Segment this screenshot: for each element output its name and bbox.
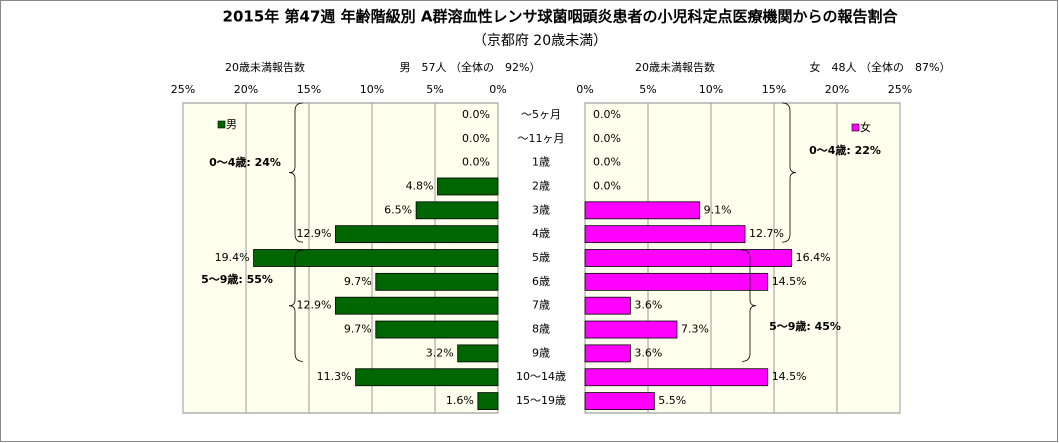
category-label: 15～19歳: [516, 394, 566, 407]
brace: [288, 249, 304, 362]
data-label: 3.6%: [634, 346, 662, 359]
data-label: 3.6%: [634, 299, 662, 312]
data-label: 0.0%: [462, 132, 490, 145]
data-label: 12.9%: [297, 299, 332, 312]
data-label: 11.3%: [317, 370, 352, 383]
bar: [335, 296, 499, 315]
category-label: ～5ヶ月: [521, 108, 561, 121]
data-label: 6.5%: [384, 203, 412, 216]
axis-title: 20歳未満報告数: [635, 61, 715, 74]
x-tick-label: 0%: [489, 83, 506, 96]
category-label: 9歳: [532, 346, 550, 359]
axis-title: 20歳未満報告数: [225, 61, 305, 74]
bar: [584, 368, 769, 387]
bar: [477, 392, 499, 410]
data-label: 0.0%: [462, 156, 490, 169]
bar: [584, 272, 769, 291]
category-label: ～11ヶ月: [518, 132, 565, 145]
category-label: 8歳: [532, 323, 550, 336]
data-label: 1.6%: [446, 394, 474, 407]
x-tick-label: 0%: [576, 83, 593, 96]
bar: [375, 272, 499, 291]
data-label: 12.7%: [749, 227, 784, 240]
data-label: 14.5%: [772, 370, 807, 383]
bar: [584, 320, 678, 339]
bar: [437, 177, 499, 196]
group-annotation: 5～9歳: 55%: [201, 272, 273, 286]
data-label: 9.7%: [344, 275, 372, 288]
legend-swatch: [217, 120, 226, 129]
x-tick-label: 25%: [171, 83, 195, 96]
category-label: 4歳: [532, 227, 550, 240]
chart-title: 2015年 第47週 年齢階級別 A群溶血性レンサ球菌咽頭炎患者の小児科定点医療…: [223, 8, 899, 26]
bar: [584, 296, 631, 315]
data-label: 0.0%: [462, 108, 490, 121]
category-label: 1歳: [532, 156, 550, 169]
category-label: 2歳: [532, 179, 550, 192]
legend-swatch: [851, 123, 860, 132]
bar: [375, 320, 499, 339]
bar: [335, 225, 499, 244]
data-label: 0.0%: [593, 132, 621, 145]
data-label: 9.7%: [344, 323, 372, 336]
bar: [584, 249, 793, 267]
data-label: 14.5%: [772, 275, 807, 288]
x-tick-label: 15%: [297, 83, 321, 96]
data-label: 0.0%: [593, 156, 621, 169]
data-label: 3.2%: [426, 346, 454, 359]
data-label: 7.3%: [681, 323, 709, 336]
x-tick-label: 10%: [699, 83, 723, 96]
category-label: 5歳: [532, 251, 550, 264]
series-header: 男 57人 （全体の 92%）: [400, 60, 541, 74]
bar: [584, 344, 631, 363]
series-header: 女 48人 （全体の 87%）: [810, 60, 951, 74]
x-tick-label: 20%: [234, 83, 258, 96]
x-tick-label: 10%: [360, 83, 384, 96]
x-tick-label: 5%: [639, 83, 656, 96]
bar: [415, 201, 499, 220]
x-tick-label: 25%: [888, 83, 912, 96]
category-label: 10～14歳: [516, 370, 566, 383]
category-label: 3歳: [532, 203, 550, 216]
chart-subtitle: （京都府 20歳未満）: [473, 33, 607, 49]
brace: [288, 102, 304, 243]
brace: [781, 102, 797, 243]
bar: [584, 392, 655, 410]
data-label: 9.1%: [704, 203, 732, 216]
bar: [355, 368, 499, 387]
x-tick-label: 15%: [762, 83, 786, 96]
data-label: 16.4%: [796, 251, 831, 264]
legend-label: 女: [860, 120, 871, 134]
data-label: 4.8%: [406, 179, 434, 192]
legend-label: 男: [226, 118, 237, 131]
bar: [584, 201, 701, 220]
group-annotation: 0～4歳: 24%: [209, 155, 281, 169]
x-tick-label: 20%: [825, 83, 849, 96]
data-label: 0.0%: [593, 179, 621, 192]
bar: [584, 225, 746, 244]
data-label: 5.5%: [658, 394, 686, 407]
group-annotation: 5～9歳: 45%: [769, 319, 841, 333]
x-tick-label: 5%: [426, 83, 443, 96]
bar: [253, 249, 499, 267]
data-label: 12.9%: [297, 227, 332, 240]
bar: [457, 344, 499, 363]
category-label: 6歳: [532, 275, 550, 288]
category-label: 7歳: [532, 299, 550, 312]
brace: [741, 249, 757, 362]
data-label: 0.0%: [593, 108, 621, 121]
group-annotation: 0～4歳: 22%: [809, 143, 881, 157]
data-label: 19.4%: [215, 251, 250, 264]
